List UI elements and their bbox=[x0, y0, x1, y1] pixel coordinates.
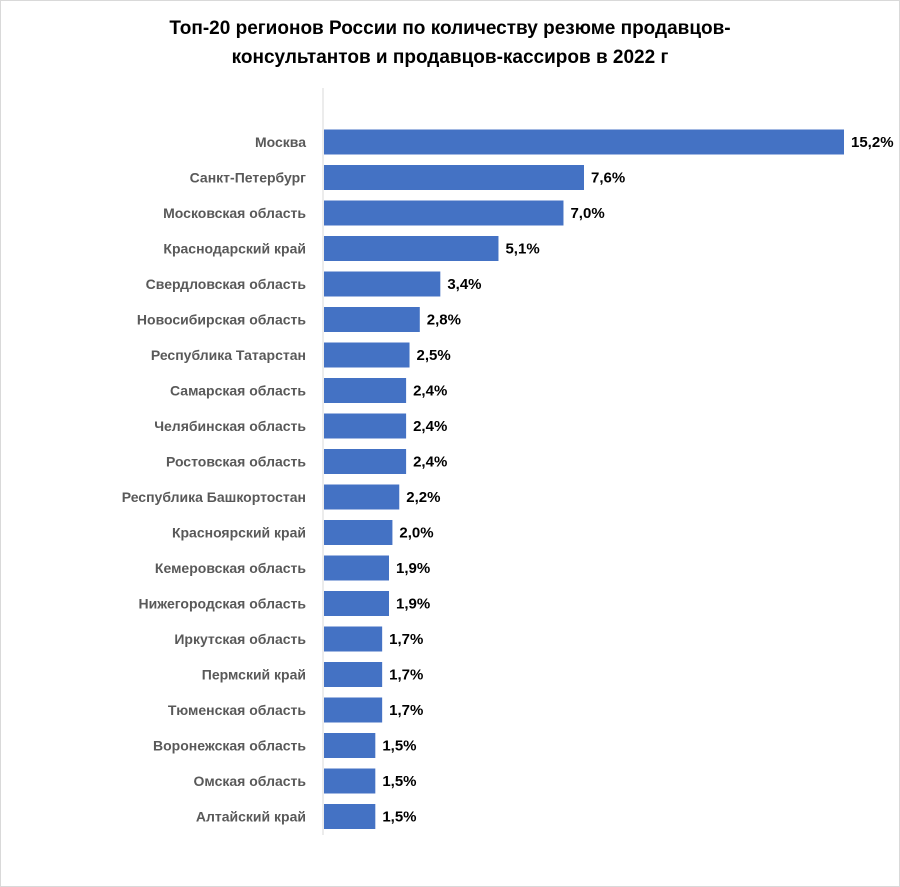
category-label-16: Пермский край bbox=[202, 667, 306, 683]
category-label-15: Иркутская область bbox=[174, 631, 306, 647]
bar-11 bbox=[324, 484, 400, 510]
value-label-17: 1,7% bbox=[389, 702, 423, 719]
bar-13 bbox=[324, 555, 389, 581]
category-labels-group: Москва Санкт-Петербург Московская область К… bbox=[122, 134, 307, 825]
bar-9 bbox=[324, 413, 407, 439]
chart-title: Топ-20 регионов России по количеству рез… bbox=[169, 18, 731, 68]
category-label-19: Омская область bbox=[194, 773, 307, 789]
value-label-5: 3,4% bbox=[447, 276, 481, 293]
category-label-18: Воронежская область bbox=[153, 738, 306, 754]
bar-17 bbox=[324, 697, 383, 723]
category-label-14: Нижегородская область bbox=[139, 596, 307, 612]
bar-8 bbox=[324, 378, 407, 403]
bar-15 bbox=[324, 626, 383, 652]
bar-2 bbox=[324, 165, 584, 190]
bar-4 bbox=[324, 236, 499, 261]
category-label-10: Ростовская область bbox=[166, 454, 306, 470]
bar-10 bbox=[324, 449, 407, 474]
value-label-16: 1,7% bbox=[389, 667, 423, 684]
bar-3 bbox=[324, 200, 564, 226]
category-label-13: Кемеровская область bbox=[155, 560, 306, 576]
bar-6 bbox=[324, 307, 420, 332]
category-label-4: Краснодарский край bbox=[163, 241, 306, 257]
value-label-4: 5,1% bbox=[505, 241, 539, 258]
value-label-18: 1,5% bbox=[382, 738, 416, 755]
category-label-3: Московская область bbox=[163, 205, 306, 221]
category-label-5: Свердловская область bbox=[146, 276, 307, 292]
value-label-12: 2,0% bbox=[399, 525, 433, 542]
value-label-20: 1,5% bbox=[382, 809, 416, 826]
value-labels-group: 15,2% 7,6% 7,0% 5,1% 3,4% 2,8% 2,5% 2,4% 2,4% 2,4… bbox=[382, 134, 893, 826]
bar-18 bbox=[324, 733, 376, 758]
category-label-20: Алтайский край bbox=[196, 809, 306, 825]
value-label-19: 1,5% bbox=[382, 773, 416, 790]
bar-19 bbox=[324, 768, 376, 794]
bar-14 bbox=[324, 591, 389, 616]
value-label-7: 2,5% bbox=[417, 347, 451, 364]
value-label-3: 7,0% bbox=[570, 205, 604, 222]
category-label-6: Новосибирская область bbox=[137, 312, 306, 328]
bars-group bbox=[324, 129, 844, 829]
bar-16 bbox=[324, 662, 383, 687]
value-label-15: 1,7% bbox=[389, 631, 423, 648]
category-label-11: Республика Башкортостан bbox=[122, 489, 306, 505]
category-label-7: Республика Татарстан bbox=[151, 347, 306, 363]
category-label-17: Тюменская область bbox=[168, 702, 307, 718]
value-label-9: 2,4% bbox=[413, 418, 447, 435]
category-label-9: Челябинская область bbox=[154, 418, 306, 434]
category-label-8: Самарская область bbox=[170, 383, 306, 399]
value-label-1: 15,2% bbox=[851, 134, 894, 151]
bar-20 bbox=[324, 804, 376, 829]
bar-12 bbox=[324, 520, 393, 545]
bar-7 bbox=[324, 342, 410, 368]
value-label-8: 2,4% bbox=[413, 383, 447, 400]
bar-5 bbox=[324, 271, 441, 297]
bar-1 bbox=[324, 129, 844, 155]
category-label-2: Санкт-Петербург bbox=[190, 170, 307, 186]
value-label-2: 7,6% bbox=[591, 170, 625, 187]
value-label-6: 2,8% bbox=[427, 312, 461, 329]
value-label-11: 2,2% bbox=[406, 489, 440, 506]
value-label-10: 2,4% bbox=[413, 454, 447, 471]
category-label-1: Москва bbox=[255, 134, 306, 150]
category-label-12: Красноярский край bbox=[172, 525, 306, 541]
value-label-13: 1,9% bbox=[396, 560, 430, 577]
value-label-14: 1,9% bbox=[396, 596, 430, 613]
